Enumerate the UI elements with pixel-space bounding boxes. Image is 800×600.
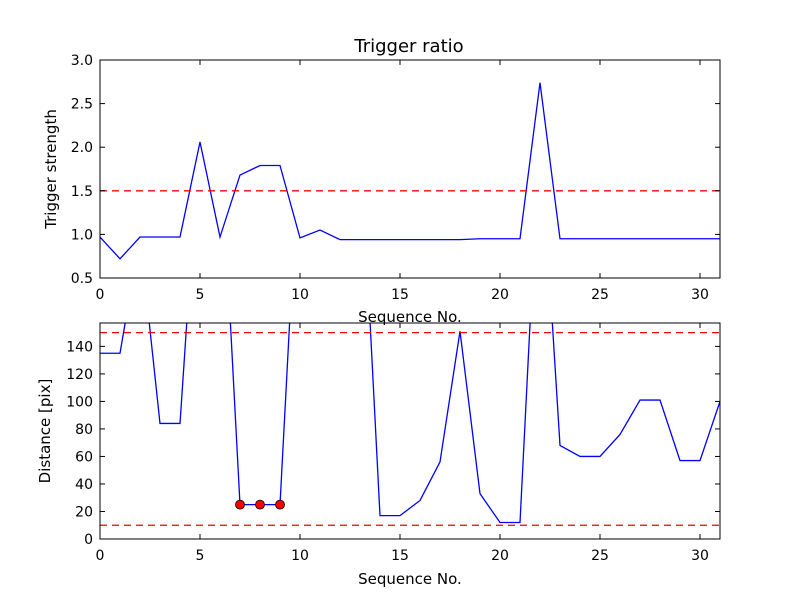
- series-line: [100, 323, 720, 524]
- y-tick-label: 100: [66, 394, 93, 410]
- y-tick-label: 80: [75, 422, 93, 438]
- x-tick-label: 10: [291, 548, 309, 564]
- chart-title: Trigger ratio: [353, 36, 463, 57]
- y-tick-label: 60: [75, 449, 93, 465]
- trigger-ratio-panel: 0 5 10 15 20 25 30 0.5 1.0 1.5 2.0 2.5 3.0 Sequence N…: [42, 53, 721, 326]
- x-tick-label: 10: [291, 287, 309, 303]
- x-tick-label: 5: [196, 548, 205, 564]
- data-marker: [275, 499, 285, 510]
- x-tick-label: 30: [691, 287, 709, 303]
- y-tick-label: 2.5: [71, 97, 93, 113]
- x-tick-label: 0: [96, 548, 105, 564]
- plot-area: [100, 323, 720, 526]
- x-tick-label: 20: [491, 287, 509, 303]
- y-tick-label: 40: [75, 477, 93, 493]
- y-tick-label: 2.0: [71, 140, 93, 156]
- x-tick-label: 30: [691, 548, 709, 564]
- x-tick-label: 5: [196, 287, 205, 303]
- x-axis-label: Sequence No.: [358, 570, 462, 588]
- x-tick-label: 20: [491, 548, 509, 564]
- x-tick-label: 15: [391, 548, 409, 564]
- y-axis-label: Trigger strength: [42, 109, 60, 230]
- y-tick-label: 3.0: [71, 53, 93, 69]
- data-marker: [255, 499, 265, 510]
- y-tick-label: 0.5: [71, 271, 93, 287]
- x-tick-label: 15: [391, 287, 409, 303]
- axes-frame: [99, 59, 721, 279]
- x-tick-label: 0: [96, 287, 105, 303]
- x-tick-label: 25: [591, 548, 609, 564]
- series-line: [100, 82, 720, 260]
- y-tick-label: 1.0: [71, 227, 93, 243]
- x-axis-label: Sequence No.: [358, 308, 462, 326]
- y-tick-label: 20: [75, 504, 93, 520]
- y-axis-label: Distance [pix]: [36, 379, 54, 484]
- y-tick-label: 1.5: [71, 184, 93, 200]
- plot-area: [100, 82, 720, 260]
- data-marker: [235, 499, 245, 510]
- axes-frame: [99, 322, 721, 540]
- distance-panel: 0 5 10 15 20 25 30 0 20 40 60 80 100 120 140 Sequence N…: [36, 322, 721, 588]
- y-tick-label: 120: [66, 367, 93, 383]
- y-tick-label: 140: [66, 339, 93, 355]
- y-tick-label: 0: [84, 532, 93, 548]
- x-tick-label: 25: [591, 287, 609, 303]
